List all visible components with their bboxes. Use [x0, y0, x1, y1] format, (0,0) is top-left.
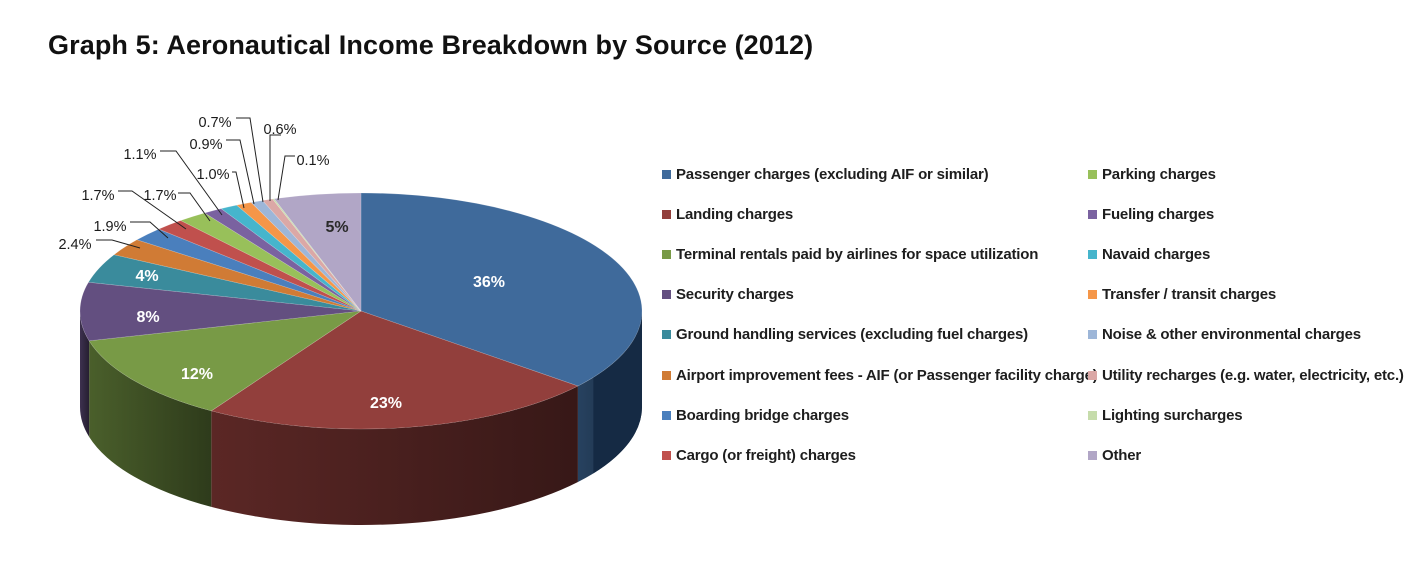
leader-line-transfer-transit-charges: [226, 139, 255, 205]
legend-swatch: [662, 329, 671, 339]
legend-item-boarding-bridge-charges: Boarding bridge charges: [662, 403, 849, 427]
legend-item-utility-recharges-e-g-water-electricity-etc: Utility recharges (e.g. water, electrici…: [1088, 363, 1404, 387]
leader-line-fueling-charges: [160, 150, 223, 216]
legend-label: Terminal rentals paid by airlines for sp…: [676, 245, 1039, 263]
legend-label: Fueling charges: [1102, 205, 1215, 223]
legend-item-terminal-rentals-paid-by-airlines-for-space-utilization: Terminal rentals paid by airlines for sp…: [662, 242, 1038, 266]
legend-label: Transfer / transit charges: [1102, 285, 1277, 303]
slice-label-utility-recharges-e-g-water-electricity-etc: 0.6%: [263, 122, 296, 138]
legend-item-lighting-surcharges: Lighting surcharges: [1088, 403, 1243, 427]
legend-label: Noise & other environmental charges: [1102, 325, 1361, 343]
legend-swatch: [1088, 410, 1097, 420]
slice-label-transfer-transit-charges: 0.9%: [189, 137, 222, 153]
leader-line-lighting-surcharges: [277, 155, 295, 201]
leader-line-parking-charges: [178, 192, 211, 222]
slice-label-ground-handling-services-excluding-fuel-charges: 4%: [135, 268, 158, 285]
slice-label-landing-charges: 23%: [370, 395, 402, 412]
legend-swatch: [1088, 370, 1097, 380]
legend-item-airport-improvement-fees-aif-or-passenger-facility-charge: Airport improvement fees - AIF (or Passe…: [662, 363, 1098, 387]
legend-label: Cargo (or freight) charges: [676, 446, 856, 464]
legend-label: Utility recharges (e.g. water, electrici…: [1102, 366, 1404, 384]
slice-label-cargo-or-freight-charges: 1.7%: [81, 188, 114, 204]
legend-label: Lighting surcharges: [1102, 406, 1243, 424]
legend-item-parking-charges: Parking charges: [1088, 162, 1216, 186]
legend-item-ground-handling-services-excluding-fuel-charges: Ground handling services (excluding fuel…: [662, 322, 1028, 346]
pie-side-landing-charges: [211, 386, 578, 525]
legend-swatch: [1088, 249, 1097, 259]
leader-line-utility-recharges-e-g-water-electricity-etc: [269, 134, 281, 201]
leader-line-noise-other-environmental-charges: [236, 117, 264, 203]
legend-item-other: Other: [1088, 443, 1141, 467]
legend-swatch: [662, 410, 671, 420]
chart-title: Graph 5: Aeronautical Income Breakdown b…: [48, 30, 814, 60]
slice-label-other: 5%: [325, 219, 348, 236]
slice-label-navaid-charges: 1.0%: [196, 167, 229, 183]
legend-swatch: [1088, 450, 1097, 460]
pie-slice-terminal-rentals-paid-by-airlines-for-space-utilization: [88, 310, 362, 412]
legend-item-security-charges: Security charges: [662, 282, 794, 306]
slice-label-parking-charges: 1.7%: [143, 188, 176, 204]
slice-label-airport-improvement-fees-aif-or-passenger-facility-charge: 2.4%: [58, 237, 91, 253]
slice-label-terminal-rentals-paid-by-airlines-for-space-utilization: 12%: [181, 366, 213, 383]
legend-swatch: [1088, 209, 1097, 219]
pie-slice-ground-handling-services-excluding-fuel-charges: [87, 254, 362, 312]
leader-line-navaid-charges: [232, 171, 245, 209]
legend-item-fueling-charges: Fueling charges: [1088, 202, 1214, 226]
legend-swatch: [662, 289, 671, 299]
slice-label-security-charges: 8%: [136, 309, 159, 326]
slice-label-passenger-charges-excluding-aif-or-similar: 36%: [473, 274, 505, 291]
pie-side-terminal-rentals-paid-by-airlines-for-space-utilization: [89, 340, 212, 507]
pie-slice-transfer-transit-charges: [236, 202, 362, 312]
legend-swatch: [662, 209, 671, 219]
pie-tops: [79, 192, 643, 430]
pie-sides: [80, 311, 642, 525]
legend-swatch: [662, 169, 671, 179]
legend-label: Boarding bridge charges: [676, 406, 849, 424]
legend-item-cargo-or-freight-charges: Cargo (or freight) charges: [662, 443, 856, 467]
leader-line-airport-improvement-fees-aif-or-passenger-facility-charge: [96, 239, 141, 249]
leader-line-cargo-or-freight-charges: [118, 190, 187, 230]
pie-slice-passenger-charges-excluding-aif-or-similar: [360, 192, 643, 387]
legend-swatch: [1088, 169, 1097, 179]
legend-label: Navaid charges: [1102, 245, 1211, 263]
pie-slice-security-charges: [79, 281, 362, 342]
leader-lines: [96, 117, 295, 249]
legend-label: Other: [1102, 446, 1142, 464]
pie-slice-other: [273, 192, 362, 312]
pie-slice-cargo-or-freight-charges: [157, 220, 362, 312]
pie-side-passenger-dark: [593, 311, 642, 474]
legend-label: Ground handling services (excluding fuel…: [676, 325, 1028, 343]
pie-chart: 36% 23% 12% 8% 4% 2.4%1.9% 1.7% 1.7% 1.1% 1.0% 0.9…: [58, 115, 643, 525]
legend-item-noise-other-environmental-charges: Noise & other environmental charges: [1088, 322, 1361, 346]
pie-slice-airport-improvement-fees-aif-or-passenger-facility-charge: [113, 239, 362, 312]
legend-item-navaid-charges: Navaid charges: [1088, 242, 1210, 266]
legend-swatch: [662, 370, 671, 380]
legend-label: Passenger charges (excluding AIF or simi…: [676, 165, 989, 183]
pie-slice-navaid-charges: [220, 204, 362, 312]
slice-labels: 36% 23% 12% 8% 4% 2.4%1.9% 1.7% 1.7% 1.1% 1.0% 0.9…: [58, 115, 505, 412]
leader-line-boarding-bridge-charges: [130, 221, 169, 239]
slice-label-boarding-bridge-charges: 1.9%: [93, 219, 126, 235]
legend-swatch: [1088, 329, 1097, 339]
slice-label-fueling-charges: 1.1%: [123, 147, 156, 163]
pie-side-security-charges: [80, 311, 90, 437]
legend-swatch: [662, 450, 671, 460]
legend-swatch: [662, 249, 671, 259]
legend-item-landing-charges: Landing charges: [662, 202, 793, 226]
legend-label: Parking charges: [1102, 165, 1216, 183]
slice-label-lighting-surcharges: 0.1%: [296, 153, 329, 169]
legend-label: Landing charges: [676, 205, 794, 223]
pie-slice-boarding-bridge-charges: [136, 228, 362, 312]
pie-slice-landing-charges: [210, 310, 579, 430]
legend-item-passenger-charges-excluding-aif-or-similar: Passenger charges (excluding AIF or simi…: [662, 162, 989, 186]
slice-label-noise-other-environmental-charges: 0.7%: [198, 115, 231, 131]
legend-item-transfer-transit-charges: Transfer / transit charges: [1088, 282, 1276, 306]
legend-label: Airport improvement fees - AIF (or Passe…: [676, 366, 1098, 384]
legend-swatch: [1088, 289, 1097, 299]
pie-slice-lighting-surcharges: [272, 198, 362, 312]
legend-label: Security charges: [676, 285, 794, 303]
